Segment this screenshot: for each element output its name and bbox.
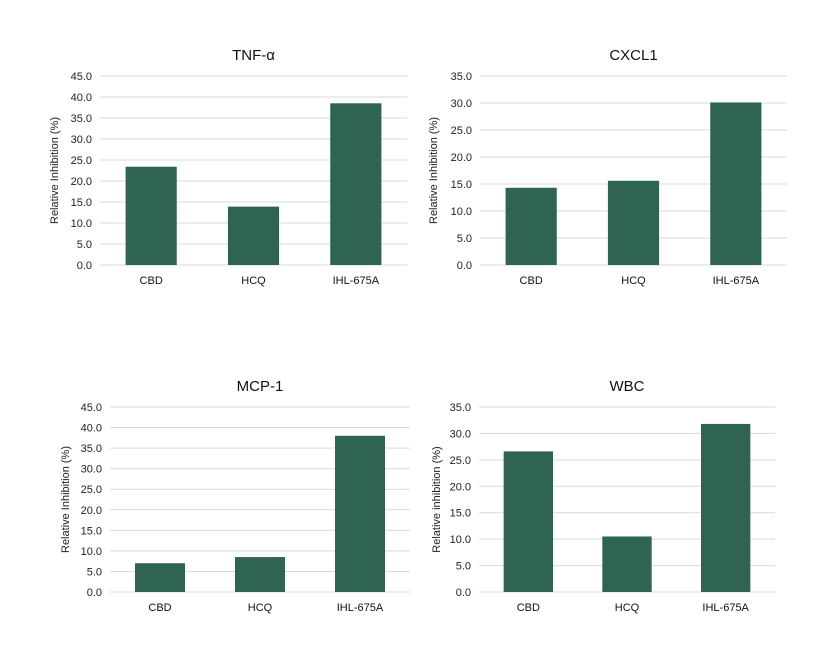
x-category-label: HCQ	[621, 275, 646, 287]
y-tick-label: 40.0	[81, 423, 102, 435]
y-tick-label: 10.0	[71, 218, 92, 230]
bar-cbd	[135, 563, 185, 592]
chart-title: CXCL1	[609, 47, 657, 64]
y-tick-label: 35.0	[450, 402, 471, 414]
y-tick-label: 20.0	[450, 481, 471, 493]
y-tick-label: 0.0	[77, 260, 92, 272]
y-tick-label: 0.0	[87, 587, 102, 599]
y-tick-label: 20.0	[71, 176, 92, 188]
x-category-label: IHL-675A	[333, 275, 380, 287]
chart-panel-mcp-1: 0.0 5.0 10.0 15.0 20.0 25.0 30.0 35.0 40.0 45.0 CB…	[60, 378, 410, 614]
y-axis-label: Relative Inhibition (%)	[428, 117, 440, 224]
bar-cbd	[125, 166, 177, 265]
bar-ihl-675a	[335, 435, 385, 592]
y-axis-label: Relative inhibition (%)	[431, 446, 443, 552]
bar-hcq	[607, 180, 660, 265]
bar-ihl-675a	[330, 103, 382, 265]
y-tick-label: 15.0	[81, 525, 102, 537]
y-tick-label: 40.0	[71, 92, 92, 104]
y-tick-label: 5.0	[77, 239, 92, 251]
chart-panel-wbc: 0.0 5.0 10.0 15.0 20.0 25.0 30.0 35.0 CBD HCQ IHL-…	[431, 378, 775, 614]
x-category-label: HCQ	[615, 602, 640, 614]
bar-hcq	[235, 557, 285, 592]
y-tick-label: 30.0	[450, 428, 471, 440]
x-category-label: HCQ	[241, 275, 266, 287]
y-tick-label: 15.0	[71, 197, 92, 209]
y-tick-label: 45.0	[71, 71, 92, 83]
y-tick-label: 35.0	[71, 113, 92, 125]
y-tick-label: 30.0	[451, 98, 472, 110]
y-axis-label: Relative Inhibition (%)	[60, 446, 72, 553]
y-tick-label: 35.0	[451, 71, 472, 83]
y-tick-label: 15.0	[450, 508, 471, 520]
y-tick-label: 45.0	[81, 402, 102, 414]
x-category-label: CBD	[520, 275, 543, 287]
y-tick-label: 5.0	[457, 233, 472, 245]
chart-title: MCP-1	[237, 378, 284, 395]
y-tick-label: 0.0	[457, 260, 472, 272]
y-tick-label: 30.0	[71, 134, 92, 146]
x-category-label: CBD	[148, 602, 171, 614]
y-tick-label: 35.0	[81, 443, 102, 455]
x-category-label: IHL-675A	[713, 275, 760, 287]
bar-ihl-675a	[701, 423, 751, 592]
y-axis-label: Relative Inhibition (%)	[49, 117, 61, 224]
x-category-label: CBD	[140, 275, 163, 287]
x-category-label: HCQ	[248, 602, 273, 614]
x-category-label: IHL-675A	[702, 602, 749, 614]
y-tick-label: 5.0	[87, 566, 102, 578]
y-tick-label: 30.0	[81, 464, 102, 476]
y-tick-label: 10.0	[81, 546, 102, 558]
y-tick-label: 10.0	[450, 534, 471, 546]
y-tick-label: 10.0	[451, 206, 472, 218]
y-tick-label: 20.0	[81, 505, 102, 517]
y-tick-label: 20.0	[451, 152, 472, 164]
chart-panel-cxcl1: 0.0 5.0 10.0 15.0 20.0 25.0 30.0 35.0 CBD HCQ IHL-…	[428, 47, 787, 287]
y-tick-label: 0.0	[456, 587, 471, 599]
y-tick-label: 15.0	[451, 179, 472, 191]
bar-cbd	[503, 451, 553, 592]
chart-title: TNF-α	[232, 47, 275, 64]
bar-hcq	[602, 536, 652, 592]
x-category-label: CBD	[517, 602, 540, 614]
y-tick-label: 25.0	[81, 484, 102, 496]
x-category-label: IHL-675A	[337, 602, 384, 614]
bar-cbd	[505, 187, 557, 265]
chart-title: WBC	[610, 378, 645, 395]
chart-panel-tnf-alpha: 0.0 5.0 10.0 15.0 20.0 25.0 30.0 35.0 40.0 45.0 CB…	[49, 47, 407, 287]
y-tick-label: 5.0	[456, 561, 471, 573]
bar-ihl-675a	[710, 102, 762, 266]
y-tick-label: 25.0	[451, 125, 472, 137]
y-tick-label: 25.0	[450, 455, 471, 467]
y-tick-label: 25.0	[71, 155, 92, 167]
bar-hcq	[227, 206, 280, 265]
